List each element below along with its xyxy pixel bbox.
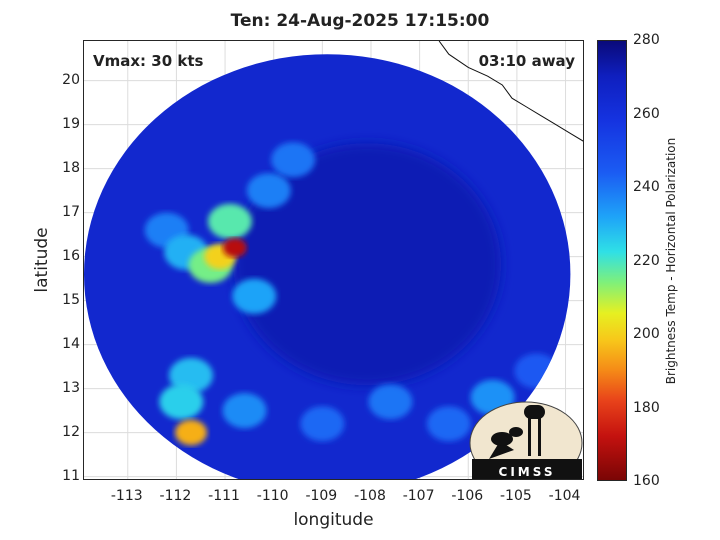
colorbar-tick-label: 220 bbox=[633, 252, 660, 269]
convective-feature bbox=[246, 173, 291, 209]
y-tick-label: 16 bbox=[62, 247, 80, 264]
x-axis-label: longitude bbox=[293, 510, 374, 530]
chart-title: Ten: 24-Aug-2025 17:15:00 bbox=[230, 11, 490, 31]
y-tick-label: 17 bbox=[62, 203, 80, 220]
convective-feature bbox=[175, 419, 208, 446]
convective-feature bbox=[159, 384, 204, 420]
coastline bbox=[438, 41, 583, 142]
convective-feature bbox=[514, 353, 559, 389]
x-tick-label: -112 bbox=[159, 488, 192, 504]
time-away-label: 03:10 away bbox=[478, 52, 575, 70]
swath-layer bbox=[84, 54, 571, 479]
colorbar-tick-label: 240 bbox=[633, 179, 660, 195]
convective-feature bbox=[169, 357, 214, 393]
vmax-label: Vmax: 30 kts bbox=[93, 52, 204, 70]
x-tick-label: -106 bbox=[451, 488, 484, 504]
swath-features bbox=[144, 142, 559, 446]
convective-feature bbox=[300, 406, 345, 442]
logo-text: CIMSS bbox=[499, 465, 556, 479]
y-axis-label: latitude bbox=[32, 227, 52, 293]
cimss-logo: CIMSS bbox=[469, 401, 583, 479]
colorbar-tick-label: 260 bbox=[633, 105, 660, 122]
x-tick-label: -107 bbox=[402, 488, 435, 504]
x-tick-label: -110 bbox=[256, 488, 289, 504]
convective-feature bbox=[271, 142, 316, 178]
y-tick-label: 19 bbox=[62, 115, 80, 132]
y-tick-label: 18 bbox=[62, 159, 80, 176]
y-tick-label: 20 bbox=[62, 71, 80, 88]
convective-feature bbox=[222, 393, 267, 429]
y-tick-label: 13 bbox=[62, 379, 80, 396]
colorbar-tick-label: 160 bbox=[633, 473, 660, 489]
plot-area: CIMSS bbox=[83, 40, 584, 480]
x-tick-label: -111 bbox=[208, 488, 240, 504]
convective-feature bbox=[222, 238, 247, 258]
x-tick-label: -105 bbox=[500, 488, 532, 504]
colorbar-tick-label: 200 bbox=[633, 326, 660, 342]
x-tick-label: -109 bbox=[305, 488, 338, 504]
colorbar-tick-label: 280 bbox=[633, 32, 660, 48]
convective-feature bbox=[368, 384, 413, 420]
coastline-layer bbox=[438, 41, 583, 142]
y-tick-label: 14 bbox=[62, 335, 80, 352]
x-tick-label: -108 bbox=[354, 488, 386, 504]
convective-feature bbox=[426, 406, 471, 442]
plot-svg: CIMSS bbox=[84, 41, 583, 479]
convective-feature bbox=[207, 203, 252, 239]
x-tick-label: -113 bbox=[110, 488, 143, 504]
colorbar-tick-label: 180 bbox=[633, 399, 660, 416]
swath-core bbox=[233, 143, 501, 386]
y-tick-label: 15 bbox=[62, 291, 80, 308]
y-tick-label: 12 bbox=[62, 423, 80, 440]
y-tick-label: 11 bbox=[62, 467, 80, 484]
convective-feature bbox=[232, 278, 277, 314]
x-tick-label: -104 bbox=[548, 488, 581, 504]
colorbar-label: Brightness Temp - Horizontal Polarizatio… bbox=[664, 137, 678, 385]
colorbar bbox=[597, 40, 627, 481]
